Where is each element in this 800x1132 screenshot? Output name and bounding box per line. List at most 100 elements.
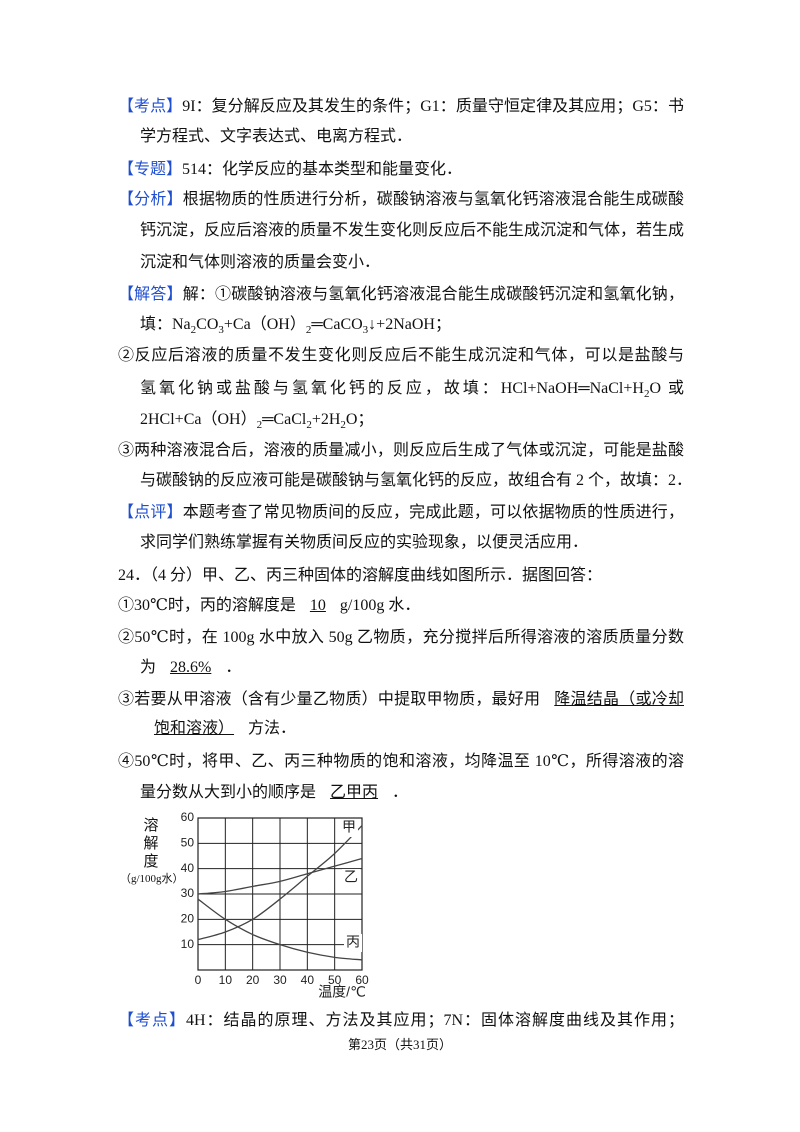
text-run: 为 xyxy=(140,659,157,676)
y-axis-label: 溶解度 xyxy=(143,818,159,870)
x-tick-label: 60 xyxy=(355,973,369,987)
text-line: 氢氧化钠或盐酸与氢氧化钙的反应，故填：HCl+NaOH═NaCl+H2O 或 xyxy=(140,378,684,400)
text-run: ． xyxy=(392,784,409,801)
text-line: 学方程式、文字表达式、电离方程式． xyxy=(140,126,412,148)
text-run: ②反应后溶液的质量不发生变化则反应后不能生成沉淀和气体，可以是盐酸与 xyxy=(118,347,684,364)
text-run: ↓+2NaOH； xyxy=(368,316,451,333)
text-run: ④50℃时，将甲、乙、丙三种物质的饱和溶液，均降温至 10℃，所得溶液的溶质质 xyxy=(118,753,684,770)
answer: 10 xyxy=(309,597,326,614)
text-line: 与碳酸钠的反应液可能是碳酸钠与氢氧化钙的反应，故组合有 2 个，故填：2． xyxy=(140,470,692,492)
text-line: 饱和溶液） 方法． xyxy=(140,718,296,740)
text-run: CO xyxy=(196,316,219,333)
text-run: g/100g 水． xyxy=(339,597,421,614)
text-run: O 或 xyxy=(649,380,684,397)
text-line: ③两种溶液混合后，溶液的质量减小，则反应后生成了气体或沉淀，可能是盐酸 xyxy=(118,440,684,462)
text-run: ③两种溶液混合后，溶液的质量减小，则反应后生成了气体或沉淀，可能是盐酸 xyxy=(118,442,684,459)
text-line: 量分数从大到小的顺序是 乙甲丙 ． xyxy=(140,782,408,804)
curve-label-bg xyxy=(344,934,362,952)
text-line: 【考点】4H：结晶的原理、方法及其应用；7N：固体溶解度曲线及其作用；7U：有关 xyxy=(118,1010,684,1032)
subscript: 2 xyxy=(340,419,346,431)
text-run: O； xyxy=(345,411,374,428)
text-run: 本题考查了常见物质间的反应，完成此题，可以依据物质的性质进行，要 xyxy=(182,504,684,521)
text-line: 填：Na2CO3+Ca（OH）2═CaCO3↓+2NaOH； xyxy=(140,314,451,336)
text-line: 求同学们熟练掌握有关物质间反应的实验现象，以便灵活应用． xyxy=(140,532,588,554)
text-run: ． xyxy=(225,659,242,676)
text-run: 学方程式、文字表达式、电离方程式． xyxy=(140,128,413,145)
text-line: 【点评】本题考查了常见物质间的反应，完成此题，可以依据物质的性质进行，要 xyxy=(118,502,684,524)
text-run: 4H：结晶的原理、方法及其应用；7N：固体溶解度曲线及其作用；7U：有关 xyxy=(185,1012,684,1029)
text-run: 钙沉淀，反应后溶液的质量不发生变化则反应后不能生成沉淀和气体，若生成 xyxy=(140,222,684,239)
text-line: ②50℃时，在 100g 水中放入 50g 乙物质，充分搅拌后所得溶液的溶质质量… xyxy=(118,627,684,649)
x-tick-label: 40 xyxy=(301,973,315,987)
section-tag: 【考点】 xyxy=(118,1012,186,1029)
curve-label: 乙 xyxy=(344,869,358,885)
curve-label: 甲 xyxy=(342,819,356,835)
curve-label: 丙 xyxy=(346,934,360,950)
text-run: 填：Na xyxy=(140,316,191,333)
subscript: 2 xyxy=(306,419,312,431)
text-line: ①30℃时，丙的溶解度是 10 g/100g 水． xyxy=(118,595,420,617)
y-tick-label: 10 xyxy=(181,937,195,951)
section-tag: 【专题】 xyxy=(118,161,183,178)
solubility-curve xyxy=(197,898,363,961)
text-line: 沉淀和气体则溶液的质量会变小． xyxy=(140,252,380,274)
y-tick-label: 60 xyxy=(181,810,195,824)
text-line: 【解答】解：①碳酸钠溶液与氢氧化钙溶液混合能生成碳酸钙沉淀和氢氧化钠，故 xyxy=(118,284,684,306)
text-run: 与碳酸钠的反应液可能是碳酸钠与氢氧化钙的反应，故组合有 2 个，故填：2． xyxy=(140,472,693,489)
text-run: 9I：复分解反应及其发生的条件；G1：质量守恒定律及其应用；G5：书写化 xyxy=(182,98,684,115)
solubility-curve xyxy=(197,857,363,895)
text-line: 2HCl+Ca（OH）2═CaCl2+2H2O； xyxy=(140,409,373,431)
y-tick-label: 50 xyxy=(181,836,195,850)
text-run: 氢氧化钠或盐酸与氢氧化钙的反应，故填：HCl+NaOH═NaCl+H xyxy=(140,380,644,397)
text-line: 钙沉淀，反应后溶液的质量不发生变化则反应后不能生成沉淀和气体，若生成 xyxy=(140,220,684,242)
x-tick-label: 0 xyxy=(195,973,202,987)
x-tick-label: 50 xyxy=(328,973,342,987)
subscript: 2 xyxy=(256,419,263,431)
curve-label-bg xyxy=(340,819,358,837)
text-run: ═CaCO xyxy=(311,316,363,333)
section-tag: 【点评】 xyxy=(118,504,183,521)
text-line: 为 28.6% ． xyxy=(140,657,241,679)
text-line: 【考点】9I：复分解反应及其发生的条件；G1：质量守恒定律及其应用；G5：书写化 xyxy=(118,96,684,118)
x-tick-label: 30 xyxy=(273,973,287,987)
text-line: ④50℃时，将甲、乙、丙三种物质的饱和溶液，均降温至 10℃，所得溶液的溶质质 xyxy=(118,751,684,773)
subscript: 2 xyxy=(643,388,650,400)
section-tag: 【分析】 xyxy=(118,191,183,208)
text-run: +Ca（OH） xyxy=(223,316,306,333)
text-line: ②反应后溶液的质量不发生变化则反应后不能生成沉淀和气体，可以是盐酸与 xyxy=(118,345,684,367)
subscript: 2 xyxy=(305,324,312,336)
answer: 饱和溶液） xyxy=(154,720,235,737)
text-run: 量分数从大到小的顺序是 xyxy=(140,784,317,801)
text-run: 求同学们熟练掌握有关物质间反应的实验现象，以便灵活应用． xyxy=(140,534,589,551)
section-tag: 【考点】 xyxy=(118,98,183,115)
text-run: +2H xyxy=(311,411,341,428)
text-line: 24．（4 分）甲、乙、丙三种固体的溶解度曲线如图所示．据图回答： xyxy=(118,565,602,587)
text-run: 514：化学反应的基本类型和能量变化． xyxy=(182,161,463,178)
text-run: 根据物质的性质进行分析，碳酸钠溶液与氢氧化钙溶液混合能生成碳酸 xyxy=(182,191,684,208)
x-axis-label: 温度/℃ xyxy=(318,984,366,1000)
text-run: 解：①碳酸钠溶液与氢氧化钙溶液混合能生成碳酸钙沉淀和氢氧化钠，故 xyxy=(182,286,684,303)
y-tick-label: 40 xyxy=(181,861,195,875)
text-run: 2HCl+Ca（OH） xyxy=(140,411,257,428)
page-footer: 第23页（共31页） xyxy=(347,1037,452,1052)
solubility-curve xyxy=(197,825,363,941)
text-run: 沉淀和气体则溶液的质量会变小． xyxy=(140,254,381,271)
curve-label-bg xyxy=(342,869,360,887)
text-run: ①30℃时，丙的溶解度是 xyxy=(118,597,296,614)
subscript: 3 xyxy=(218,324,224,336)
answer: 乙甲丙 xyxy=(330,784,379,801)
text-run: 方法． xyxy=(248,720,297,737)
text-run: 24．（4 分）甲、乙、丙三种固体的溶解度曲线如图所示．据图回答： xyxy=(118,567,603,584)
answer: 28.6% xyxy=(170,659,212,676)
x-tick-label: 10 xyxy=(219,973,233,987)
subscript: 3 xyxy=(362,324,369,336)
y-axis-unit: （g/100g水） xyxy=(120,873,184,885)
text-line: 【专题】514：化学反应的基本类型和能量变化． xyxy=(118,159,462,181)
text-run: ②50℃时，在 100g 水中放入 50g 乙物质，充分搅拌后所得溶液的溶质质量… xyxy=(118,629,684,646)
text-line: 【分析】根据物质的性质进行分析，碳酸钠溶液与氢氧化钙溶液混合能生成碳酸 xyxy=(118,189,684,211)
subscript: 2 xyxy=(190,324,197,336)
y-tick-label: 30 xyxy=(181,886,195,900)
